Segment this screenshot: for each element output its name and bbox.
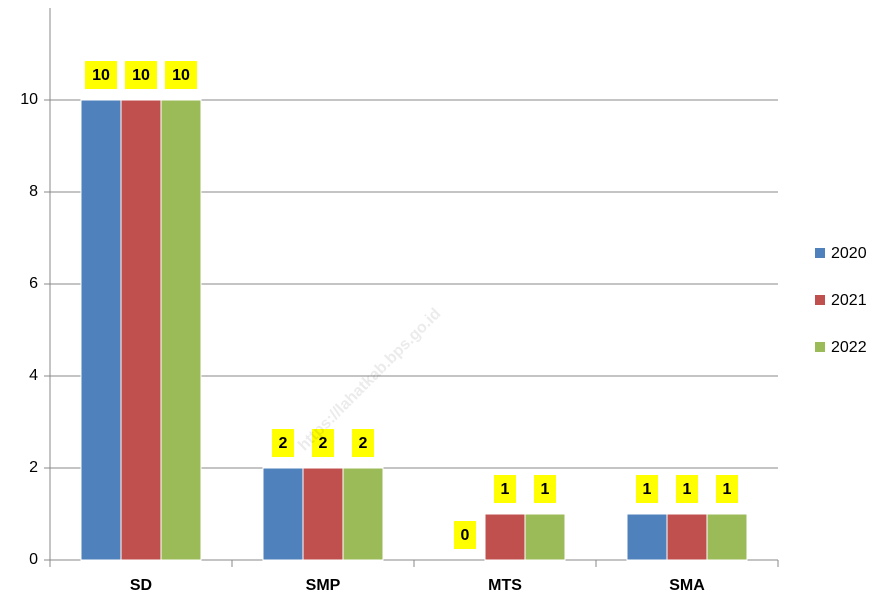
legend-label: 2021 [831, 292, 867, 309]
data-label-bg [85, 61, 117, 89]
data-label-bg [454, 521, 476, 549]
data-label-bg [494, 475, 516, 503]
y-tick-label: 10 [20, 91, 38, 108]
data-label-bg [716, 475, 738, 503]
data-label: 2 [319, 435, 328, 452]
y-tick-label: 4 [29, 367, 38, 384]
data-label-bg [165, 61, 197, 89]
x-tick-label: SD [130, 577, 152, 594]
bar [160, 99, 202, 561]
data-label: 2 [359, 435, 368, 452]
y-tick-label: 2 [29, 459, 38, 476]
y-tick-label: 6 [29, 275, 38, 292]
data-label-bg [272, 429, 294, 457]
bar [626, 513, 668, 561]
x-tick-label: MTS [488, 577, 522, 594]
x-tick-label: SMP [306, 577, 341, 594]
bar [706, 513, 748, 561]
y-tick-label: 8 [29, 183, 38, 200]
data-label-bg [636, 475, 658, 503]
data-label: 1 [541, 481, 550, 498]
data-label: 1 [723, 481, 732, 498]
bar [524, 513, 566, 561]
legend-label: 2022 [831, 339, 867, 356]
bar [302, 467, 344, 561]
data-label: 1 [683, 481, 692, 498]
bar [342, 467, 384, 561]
bar [262, 467, 304, 561]
legend-swatch [815, 342, 825, 352]
data-label: 2 [279, 435, 288, 452]
legend-label: 2020 [831, 245, 867, 262]
data-label-bg [534, 475, 556, 503]
data-label: 0 [461, 527, 470, 544]
data-label-bg [352, 429, 374, 457]
bar [484, 513, 526, 561]
data-label: 10 [92, 67, 110, 84]
data-label-bg [312, 429, 334, 457]
data-label: 10 [132, 67, 150, 84]
data-label: 10 [172, 67, 190, 84]
legend-swatch [815, 295, 825, 305]
data-label-bg [676, 475, 698, 503]
data-label: 1 [643, 481, 652, 498]
legend-swatch [815, 248, 825, 258]
data-label-bg [125, 61, 157, 89]
x-tick-label: SMA [669, 577, 705, 594]
bar [666, 513, 708, 561]
bar [80, 99, 122, 561]
data-label: 1 [501, 481, 510, 498]
y-tick-label: 0 [29, 551, 38, 568]
bar [120, 99, 162, 561]
